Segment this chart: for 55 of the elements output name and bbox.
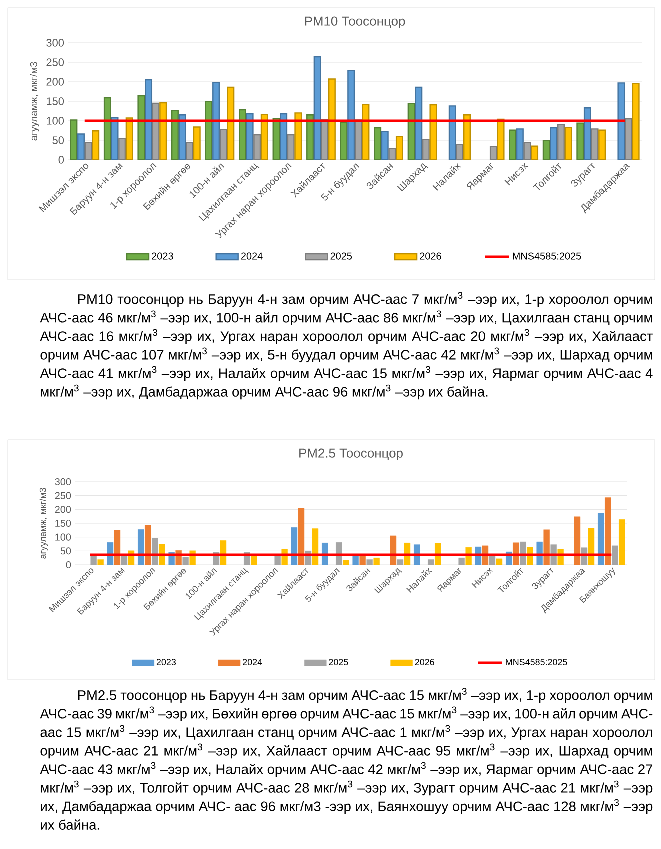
bar bbox=[428, 560, 434, 565]
bar bbox=[98, 560, 104, 565]
y-tick-label: 300 bbox=[46, 39, 64, 47]
bar bbox=[390, 536, 397, 565]
y-tick-label: 100 bbox=[47, 117, 64, 125]
text: PM2.5 тоосонцор нь Баруун 4-н зам орчим АЧС-аас 15 мкг/м$^{3}$ –ээр их, 1-р хороолол орчим АЧС-аас 39 мкг/м$^{3}$ –ээр их, Бөхийн өргөө орчим АЧС-аас 15 мкг/м$^{3}$ –ээр их, 100-н айл орчим АЧС-аас 15 мкг/м$^{3}$ –ээр их, Цахилгаан станц орчим АЧС-аас 1 мкг/м$^{3}$ –ээр их, Ургах наран хороолол орчим АЧС-аас 21 мкг/м$^{3}$ –ээр их, Хайлааст орчим АЧС-аас 95 мкг/м$^{3}$ –ээр их, Шархад орчим АЧС-аас 43 мкг/м$^{3}$ –ээр их, Налайх орчим АЧС-аас 42 мкг/м$^{3}$ –ээр их, Яармаг орчим АЧС-аас 27 мкг/м$^{3}$ –ээр их, Толгойт орчим АЧС-аас 28 мкг/м$^{3}$ –ээр их, Зурагт орчим АЧС-аас 21 мкг/м$^{3}$ –ээр их, Дамбадаржаа орчим АЧС- аас 96 мкг/м3 -ээр их, Баянхошуу орчим АЧС-аас 128 мкг/м$^{3}$ –ээр их байна. bbox=[40, 688, 653, 830]
legend-label: 2026 bbox=[420, 252, 442, 260]
y-tick-label: 50 bbox=[60, 548, 72, 555]
y-tick-label: 300 bbox=[55, 478, 72, 486]
y-tick-label: 100 bbox=[56, 534, 72, 541]
legend-label: 2025 bbox=[330, 252, 352, 260]
y-tick-label: 150 bbox=[56, 520, 72, 528]
legend-label: 2026 bbox=[415, 659, 434, 666]
y-tick-label: 150 bbox=[47, 98, 64, 106]
bar bbox=[588, 528, 595, 565]
bar bbox=[619, 520, 626, 565]
bar bbox=[343, 560, 350, 565]
y-tick-label: 200 bbox=[55, 506, 72, 514]
bar bbox=[397, 560, 404, 565]
text: PM10 тоосонцор нь Баруун 4-н зам орчим АЧС-аас 7 мкг/м$^{3}$ –ээр их, 1-р хороолол орчим АЧС-аас 46 мкг/м$^{3}$ –ээр их, 100-н айл орчим АЧС-аас 86 мкг/м$^{3}$ –ээр их, Цахилгаан станц орчим АЧС-аас 16 мкг/м$^{3}$ –ээр их, Ургах наран хороолол орчим АЧС-аас 20 мкг/м$^{3}$ –ээр их, Хайлааст орчим АЧС-аас 107 мкг/м$^{3}$ –ээр их, 5-н буудал орчим АЧС-аас 42 мкг/м$^{3}$ –ээр их, Шархад орчим АЧС-аас 41 мкг/м$^{3}$ –ээр их, Налайх орчим АЧС-аас 15 мкг/м$^{3}$ –ээр их, Яармаг орчим АЧС-аас 4 мкг/м$^{3}$ –ээр их, Дамбадаржаа орчим АЧС-аас 96 мкг/м$^{3}$ –ээр их байна. bbox=[40, 292, 653, 400]
bar bbox=[145, 525, 152, 565]
y-tick-label: 0 bbox=[66, 561, 72, 569]
bar bbox=[605, 498, 612, 565]
bar bbox=[598, 513, 604, 565]
y-axis-title: агууламж, мкг/м3 bbox=[30, 62, 40, 141]
legend-label: MNS4585:2025 bbox=[513, 252, 582, 260]
bar bbox=[574, 516, 581, 565]
chart-title: PM10 Тоосонцор bbox=[305, 16, 406, 28]
legend-label: 2025 bbox=[329, 659, 348, 666]
bar bbox=[312, 528, 319, 565]
bar bbox=[114, 530, 121, 565]
chart-title: PM2.5 Тоосонцор bbox=[300, 448, 403, 460]
bar bbox=[366, 560, 373, 565]
y-tick-label: 250 bbox=[46, 58, 64, 66]
bar bbox=[291, 528, 298, 565]
bar bbox=[496, 558, 503, 565]
bar bbox=[612, 546, 618, 565]
y-tick-label: 50 bbox=[52, 136, 64, 144]
bar bbox=[374, 558, 380, 565]
legend-label: 2023 bbox=[156, 659, 176, 666]
legend-label: 2024 bbox=[241, 252, 263, 260]
y-tick-label: 200 bbox=[46, 78, 64, 86]
legend-label: 2024 bbox=[243, 659, 262, 666]
bar bbox=[182, 557, 189, 565]
bar bbox=[152, 538, 158, 565]
bar bbox=[489, 556, 496, 565]
bar bbox=[298, 508, 305, 565]
legend-label: MNS4585:2025 bbox=[506, 659, 568, 666]
bar bbox=[544, 530, 550, 565]
y-axis-title: агууламж, мкг/м3 bbox=[40, 488, 48, 559]
y-tick-label: 250 bbox=[55, 492, 72, 500]
legend-label: 2023 bbox=[152, 252, 174, 260]
y-tick-label: 0 bbox=[58, 156, 64, 164]
bar bbox=[458, 558, 465, 565]
bar bbox=[138, 529, 144, 565]
